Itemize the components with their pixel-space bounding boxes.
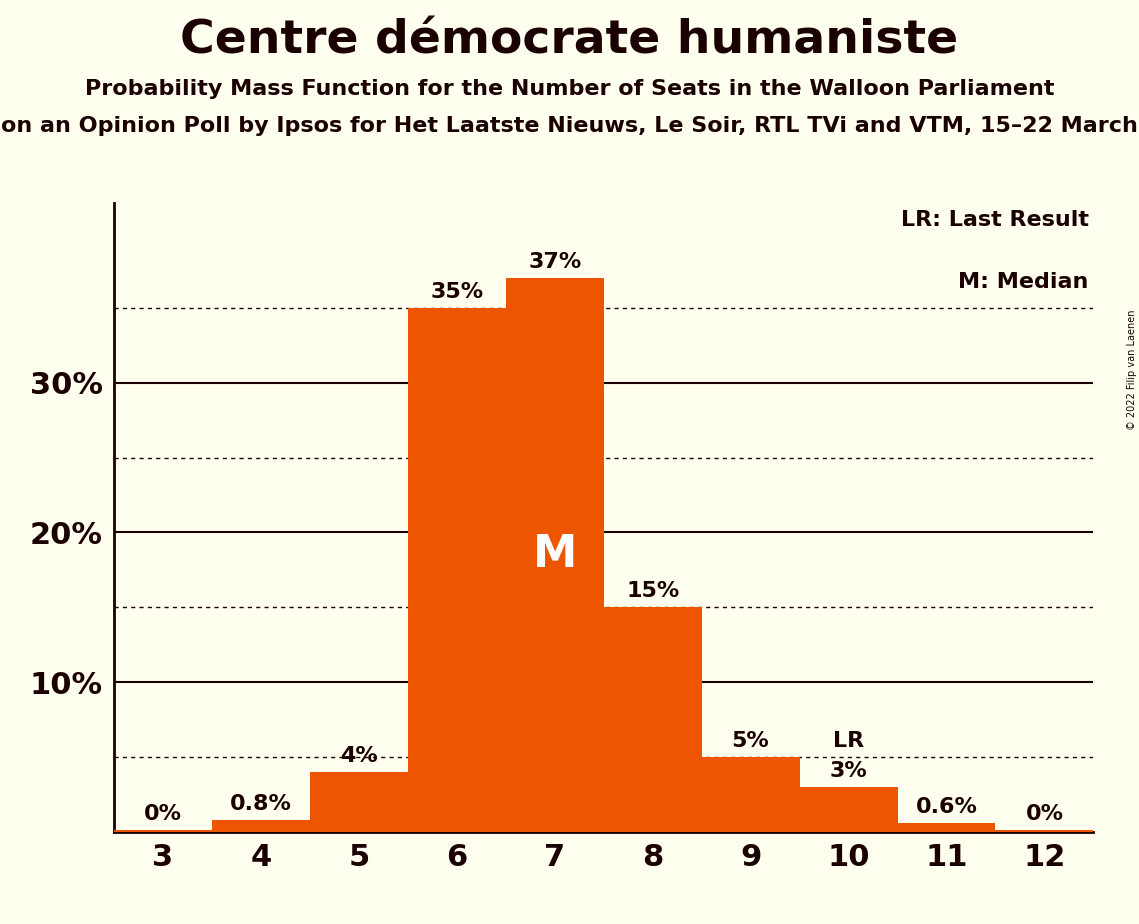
Text: LR: LR — [833, 731, 865, 751]
Text: 15%: 15% — [626, 581, 679, 602]
Bar — [702, 757, 800, 832]
Bar — [310, 772, 408, 832]
Text: 35%: 35% — [431, 282, 483, 302]
Bar — [800, 786, 898, 832]
Text: on an Opinion Poll by Ipsos for Het Laatste Nieuws, Le Soir, RTL TVi and VTM, 15: on an Opinion Poll by Ipsos for Het Laat… — [1, 116, 1138, 136]
Text: 0.6%: 0.6% — [916, 796, 977, 817]
Bar — [506, 278, 604, 832]
Text: Probability Mass Function for the Number of Seats in the Walloon Parliament: Probability Mass Function for the Number… — [84, 79, 1055, 99]
Text: © 2022 Filip van Laenen: © 2022 Filip van Laenen — [1126, 310, 1137, 430]
Text: 37%: 37% — [528, 252, 581, 272]
Bar — [995, 830, 1093, 832]
Text: M: M — [533, 533, 576, 577]
Text: M: Median: M: Median — [958, 273, 1089, 292]
Bar — [898, 822, 995, 832]
Text: LR: Last Result: LR: Last Result — [901, 210, 1089, 229]
Text: 3%: 3% — [829, 760, 868, 781]
Bar — [114, 830, 212, 832]
Bar — [408, 308, 506, 832]
Text: 5%: 5% — [731, 731, 770, 751]
Bar — [604, 607, 702, 832]
Text: 0%: 0% — [1025, 804, 1064, 824]
Text: 0%: 0% — [144, 804, 182, 824]
Text: 4%: 4% — [339, 746, 378, 766]
Text: Centre démocrate humaniste: Centre démocrate humaniste — [180, 18, 959, 64]
Text: 0.8%: 0.8% — [230, 794, 292, 814]
Bar — [212, 820, 310, 832]
